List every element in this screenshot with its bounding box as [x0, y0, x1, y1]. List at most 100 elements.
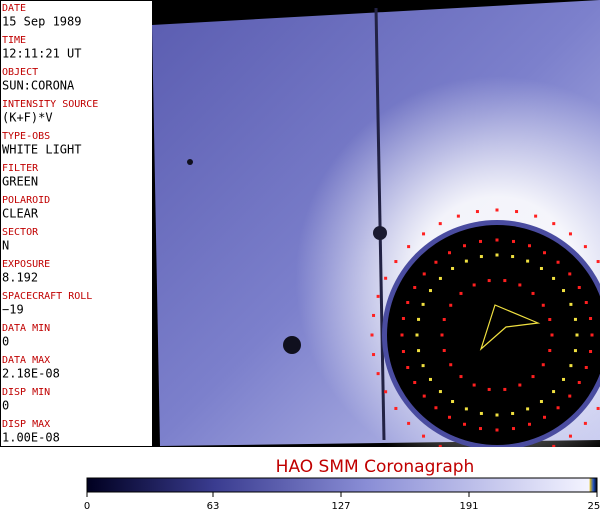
- field-value: 15 Sep 1989: [2, 15, 81, 29]
- dot: [496, 209, 499, 212]
- dot: [542, 304, 545, 307]
- dot: [503, 279, 506, 282]
- dot: [423, 395, 426, 398]
- dot: [534, 215, 537, 218]
- dot: [578, 381, 581, 384]
- dot: [434, 406, 437, 409]
- dot: [585, 301, 588, 304]
- field-label: OBJECT: [2, 67, 38, 78]
- dot: [439, 445, 442, 448]
- pylon-hub: [373, 226, 387, 240]
- colorbar-ticks: 063127191255: [84, 492, 600, 512]
- dot: [443, 349, 446, 352]
- field-value: 2.18E-08: [2, 367, 60, 381]
- dot: [515, 210, 518, 213]
- dot: [576, 334, 579, 337]
- field-value: (K+F)*V: [2, 111, 53, 125]
- dot: [459, 375, 462, 378]
- dot: [503, 388, 506, 391]
- dot: [417, 349, 420, 352]
- field-label: DISP MAX: [2, 419, 50, 430]
- dot: [402, 317, 405, 320]
- dot: [384, 390, 387, 393]
- dot: [473, 283, 476, 286]
- dot: [459, 292, 462, 295]
- field-value: CLEAR: [2, 207, 39, 221]
- dot: [518, 384, 521, 387]
- dot: [394, 260, 397, 263]
- spot: [187, 159, 193, 165]
- dot: [528, 423, 531, 426]
- dot: [569, 303, 572, 306]
- field-value: WHITE LIGHT: [2, 143, 81, 157]
- dot: [443, 318, 446, 321]
- dot: [569, 435, 572, 438]
- dot: [569, 364, 572, 367]
- dot: [457, 215, 460, 218]
- dot: [526, 407, 529, 410]
- dot: [407, 245, 410, 248]
- dot: [589, 350, 592, 353]
- field-label: TIME: [2, 35, 26, 46]
- dot: [511, 412, 514, 415]
- dot: [480, 255, 483, 258]
- field-label: DATE: [2, 3, 26, 14]
- dot: [496, 429, 499, 432]
- dot: [532, 375, 535, 378]
- dot: [496, 414, 499, 417]
- dot: [552, 390, 555, 393]
- dot: [543, 251, 546, 254]
- dot: [372, 353, 375, 356]
- field-label: TYPE-OBS: [2, 131, 50, 142]
- dot: [589, 317, 592, 320]
- dot: [534, 452, 537, 455]
- dot: [562, 289, 565, 292]
- dot: [476, 210, 479, 213]
- dot: [568, 272, 571, 275]
- dot: [584, 245, 587, 248]
- tick-label: 191: [459, 501, 478, 512]
- dot: [552, 277, 555, 280]
- dot: [548, 349, 551, 352]
- dot: [441, 334, 444, 337]
- dot: [552, 222, 555, 225]
- tick-label: 255: [587, 501, 600, 512]
- field-label: INTENSITY SOURCE: [2, 99, 98, 110]
- field-label: DATA MIN: [2, 323, 50, 334]
- dot: [429, 289, 432, 292]
- dot: [488, 279, 491, 282]
- dot: [465, 260, 468, 263]
- field-value: 0: [2, 335, 9, 349]
- title: HAO SMM Coronagraph: [276, 457, 475, 477]
- dot: [439, 390, 442, 393]
- tick-label: 0: [84, 501, 90, 512]
- dot: [488, 388, 491, 391]
- dot: [578, 286, 581, 289]
- dot: [422, 435, 425, 438]
- dot: [540, 267, 543, 270]
- field-value: SUN:CORONA: [2, 79, 75, 93]
- tick-label: 127: [331, 501, 350, 512]
- field-label: SECTOR: [2, 227, 39, 238]
- dot: [465, 407, 468, 410]
- dot: [518, 283, 521, 286]
- dot: [574, 318, 577, 321]
- coronagraph-image: [152, 0, 600, 462]
- dot: [512, 240, 515, 243]
- dot: [540, 400, 543, 403]
- dot: [429, 378, 432, 381]
- spot: [283, 336, 301, 354]
- dot: [407, 422, 410, 425]
- dot: [406, 301, 409, 304]
- dot: [557, 406, 560, 409]
- dot: [371, 334, 374, 337]
- dot: [473, 384, 476, 387]
- field-value: −19: [2, 303, 24, 317]
- dot: [402, 350, 405, 353]
- dot: [384, 277, 387, 280]
- dot: [417, 318, 420, 321]
- dot: [423, 272, 426, 275]
- dot: [542, 363, 545, 366]
- dot: [512, 427, 515, 430]
